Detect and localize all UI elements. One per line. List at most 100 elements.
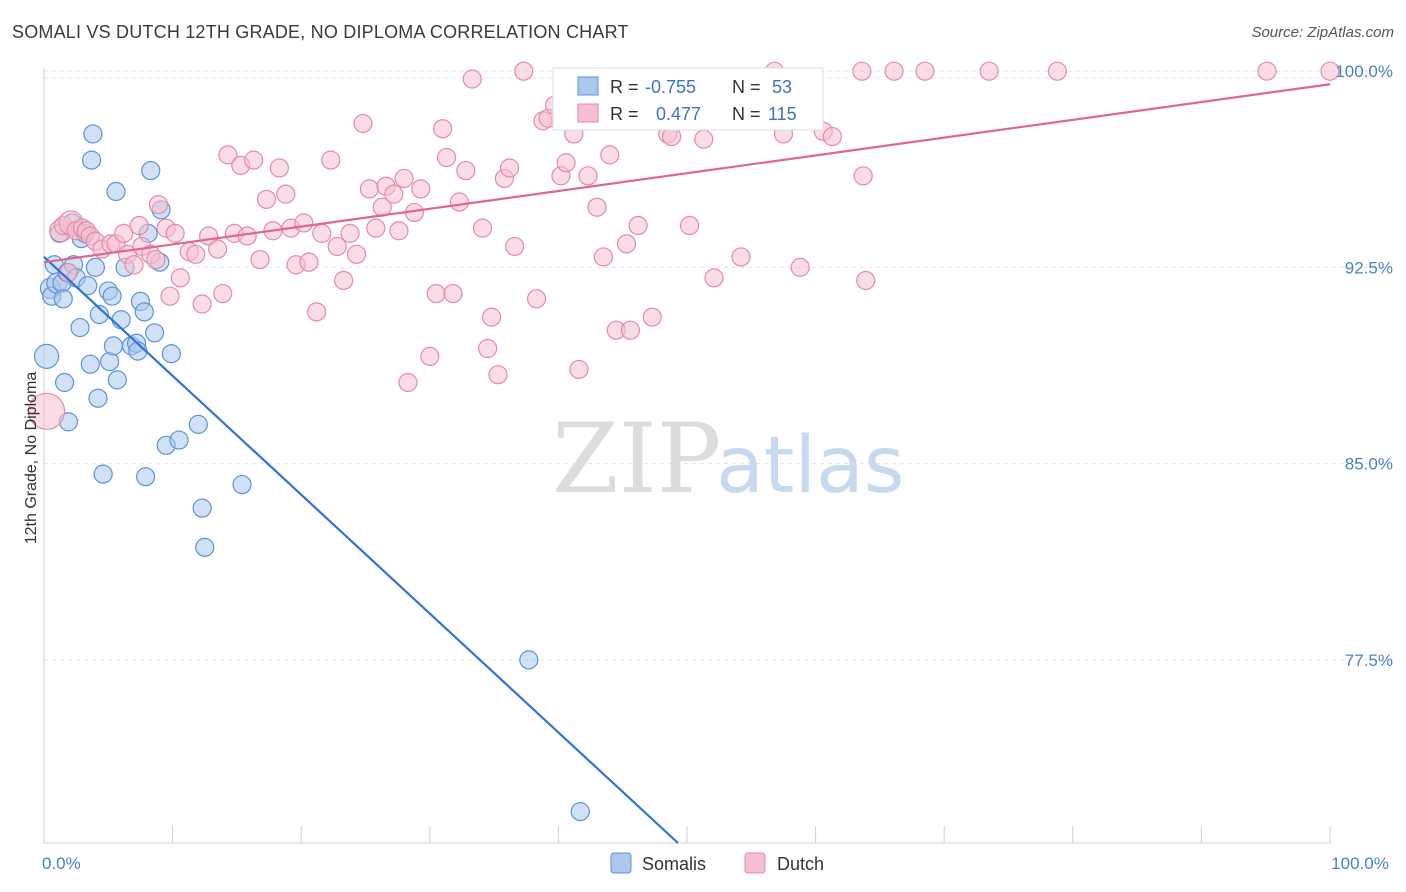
dutch-point [244,150,264,170]
x-tick-label: 0.0% [42,854,81,873]
y-tick-label: 77.5% [1345,651,1393,670]
dutch-point [394,168,414,189]
somalis-point [570,802,590,822]
chart-source: Source: ZipAtlas.com [1251,24,1394,41]
dutch-point [384,184,404,204]
somalis-point [141,160,161,181]
dutch-point [411,179,431,199]
somalis-point [33,343,60,369]
dutch-swatch [577,103,599,123]
somalis-point [70,317,90,338]
dutch-point [334,270,354,291]
dutch-point [366,218,386,238]
somalis-point [78,276,98,296]
y-tick-labels: 100.0% 92.5% 85.0% 77.5% [1335,62,1393,670]
dutch-point [299,252,319,272]
dutch-point [587,197,607,217]
somalis-point [106,181,126,202]
dutch-point [478,338,498,359]
somalis-point [54,372,75,393]
somalis-point [53,289,73,309]
dutch-point [129,215,149,236]
chart-title: SOMALI VS DUTCH 12TH GRADE, NO DIPLOMA C… [12,22,629,42]
somalis-point [195,537,215,557]
dutch-point [472,218,493,238]
dutch-point [160,286,180,306]
watermark-zip: ZIP [552,403,721,515]
dutch-point [822,126,842,147]
dutch-point [208,239,228,259]
watermark: ZIP atlas [552,403,905,515]
somalis-point [161,344,181,364]
somalis-point [192,498,212,518]
dutch-point [218,145,238,165]
y-tick-label: 85.0% [1345,455,1393,474]
dutch-point [1320,61,1340,81]
somalis-point [88,388,108,408]
dutch-point [146,249,166,270]
somalis-point [81,150,102,170]
y-tick-label: 92.5% [1345,258,1393,277]
y-axis-label: 12th Grade, No Diploma [23,372,40,545]
dutch-point [642,307,662,327]
dutch-point [462,69,482,89]
watermark-atlas: atlas [716,421,905,511]
somalis-point [107,370,127,390]
dutch-point [27,392,66,430]
x-tick-label: 100.0% [1331,854,1389,873]
stats-legend: R = -0.755 N = 53 R = 0.477 N = 115 [552,67,824,131]
dutch-point [1257,61,1277,81]
somalis-point [169,430,189,450]
dutch-point [679,215,700,236]
somalis-point [144,323,165,343]
somalis-n-value: 53 [772,77,792,97]
dutch-point [443,283,463,304]
dutch-point [569,359,589,380]
dutch-trend-line [43,83,1331,264]
dutch-point [505,236,525,257]
dutch-point [616,234,637,254]
dutch-point [731,247,751,267]
somalis-point [103,336,124,356]
dutch-point [593,247,614,267]
dutch-point [499,158,520,178]
somalis-point [232,474,252,495]
dutch-point [694,129,714,149]
dutch-point [213,283,233,304]
dutch-point [556,153,576,173]
dutch-point [346,244,367,264]
dutch-point [398,372,418,393]
somalis-point [89,304,109,325]
somalis-point [102,286,122,306]
dutch-point [327,236,347,257]
dutch-point [165,223,185,243]
dutch-point [192,294,212,314]
dutch-n-value: 115 [768,104,797,124]
somalis-point [85,257,106,277]
somalis-point [111,310,131,330]
dutch-point [389,221,409,241]
somalis-point [93,464,113,484]
somalis-swatch [577,76,599,96]
dutch-point [578,166,598,186]
dutch-point [426,283,446,304]
trend-lines [43,83,1331,844]
dutch-point [114,223,134,243]
bottom-legend: Somalis Dutch [610,852,824,874]
dutch-point [353,113,373,134]
somalis-point [80,354,100,374]
dutch-point [449,192,469,212]
dutch-point [307,302,327,322]
dutch-point [979,61,999,81]
legend-dutch-label: Dutch [777,854,824,874]
dutch-point [628,215,648,236]
dutch-point [852,61,872,81]
somalis-trend-line [43,256,679,844]
legend-dutch-swatch [744,852,766,874]
dutch-point [186,244,206,264]
dutch-point [340,223,360,243]
dutch-point [856,270,876,291]
legend-somalis-label: Somalis [642,854,706,874]
dutch-point [1047,61,1067,81]
